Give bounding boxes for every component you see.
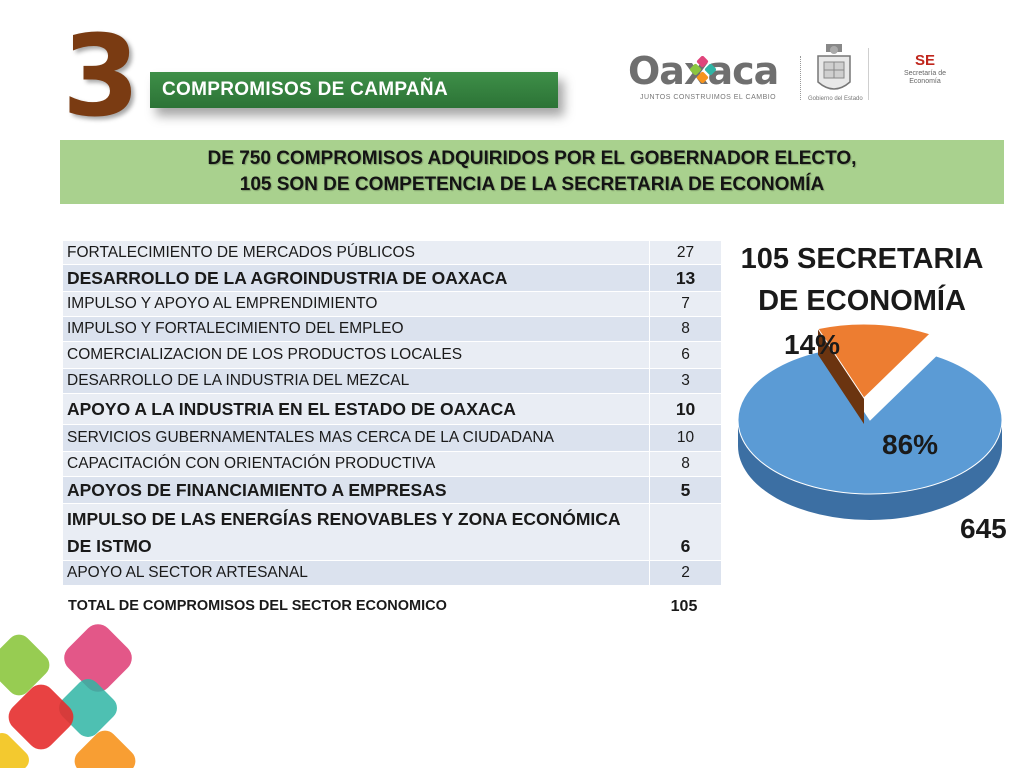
commitment-count: 7 <box>649 291 722 317</box>
pie-slice-side <box>738 420 1002 520</box>
table-row: DESARROLLO DE LA INDUSTRIA DEL MEZCAL 3 <box>61 368 722 394</box>
commitment-name: APOYO A LA INDUSTRIA EN EL ESTADO DE OAX… <box>61 393 651 425</box>
commitment-name: CAPACITACIÓN CON ORIENTACIÓN PRODUCTIVA <box>61 451 651 477</box>
se-logo-line2: Economía <box>909 78 941 85</box>
table-row: APOYO AL SECTOR ARTESANAL 2 <box>61 560 722 586</box>
commitment-name: SERVICIOS GUBERNAMENTALES MAS CERCA DE L… <box>61 424 651 452</box>
table-row: IMPULSO DE LAS ENERGÍAS RENOVABLES Y ZON… <box>61 503 722 561</box>
commitment-name: DESARROLLO DE LA INDUSTRIA DEL MEZCAL <box>61 368 651 394</box>
pie-slice-orange <box>817 323 931 424</box>
commitment-count: 8 <box>649 316 722 342</box>
commitment-name: COMERCIALIZACION DE LOS PRODUCTOS LOCALE… <box>61 341 651 369</box>
se-logo: SE Secretaría de Economía <box>900 52 950 86</box>
commitment-count: 6 <box>649 341 722 369</box>
commitment-count: 8 <box>649 451 722 477</box>
pie-slice-top <box>737 350 1003 495</box>
commitment-name: FORTALECIMIENTO DE MERCADOS PÚBLICOS <box>61 240 651 265</box>
commitment-count: 27 <box>649 240 722 265</box>
deco-tile-teal <box>59 679 117 737</box>
table-row: CAPACITACIÓN CON ORIENTACIÓN PRODUCTIVA 8 <box>61 451 722 477</box>
deco-tile-red <box>8 684 74 750</box>
pie-label-blue: 86% <box>882 429 938 460</box>
logo-divider-2 <box>868 48 869 100</box>
commitment-name: DESARROLLO DE LA AGROINDUSTRIA DE OAXACA <box>61 264 651 292</box>
commitment-count: 6 <box>649 503 722 561</box>
pie-label-orange: 14% <box>784 329 840 360</box>
deco-tile-orange <box>74 730 136 768</box>
table-row: COMERCIALIZACION DE LOS PRODUCTOS LOCALE… <box>61 341 722 369</box>
commitment-count: 3 <box>649 368 722 394</box>
pie-value-label: 645 <box>960 513 1007 544</box>
commitment-count: 10 <box>649 424 722 452</box>
headline-line-2: 105 SON DE COMPETENCIA DE LA SECRETARIA … <box>239 174 825 195</box>
pie-slice-top <box>817 323 931 399</box>
pie-slice-blue <box>737 350 1003 520</box>
oaxaca-logo-mark-icon <box>690 56 716 84</box>
chart-title-line-1: 105 SECRETARIA <box>740 243 984 275</box>
headline-box: DE 750 COMPROMISOS ADQUIRIDOS POR EL GOB… <box>60 140 1004 204</box>
se-logo-abbr: SE <box>914 52 935 69</box>
total-label: TOTAL DE COMPROMISOS DEL SECTOR ECONOMIC… <box>68 598 447 614</box>
commitment-count: 13 <box>649 264 722 292</box>
deco-tile-yellow <box>0 733 29 768</box>
state-seal-icon <box>817 44 851 90</box>
chart-title-line-2: DE ECONOMÍA <box>758 285 966 317</box>
table-row: SERVICIOS GUBERNAMENTALES MAS CERCA DE L… <box>61 424 722 452</box>
commitment-name: IMPULSO Y APOYO AL EMPRENDIMIENTO <box>61 291 651 317</box>
oaxaca-logo-tagline: JUNTOS CONSTRUIMOS EL CAMBIO <box>640 94 777 101</box>
decorative-tiles <box>0 624 136 768</box>
pie-chart: 86% 14% 645 <box>737 323 1007 544</box>
commitment-name: APOYO AL SECTOR ARTESANAL <box>61 560 651 586</box>
commitment-count: 5 <box>649 476 722 504</box>
table-row: IMPULSO Y APOYO AL EMPRENDIMIENTO 7 <box>61 291 722 317</box>
commitments-table: FORTALECIMIENTO DE MERCADOS PÚBLICOS 27 DE… <box>61 240 722 586</box>
total-value: 105 <box>670 598 698 615</box>
slide-number: 3 <box>62 12 140 142</box>
deco-tile-green <box>0 634 50 696</box>
commitment-count: 2 <box>649 560 722 586</box>
table-row: APOYO A LA INDUSTRIA EN EL ESTADO DE OAX… <box>61 393 722 425</box>
commitment-name: IMPULSO Y FORTALECIMIENTO DEL EMPLEO <box>61 316 651 342</box>
se-logo-line1: Secretaría de <box>903 70 947 77</box>
deco-tile-pink <box>64 624 132 692</box>
chart-title: 105 SECRETARIA DE ECONOMÍA <box>730 238 994 322</box>
table-row: FORTALECIMIENTO DE MERCADOS PÚBLICOS 27 <box>61 240 722 265</box>
pie-slice-side <box>817 328 864 424</box>
government-caption: Gobierno del Estado <box>808 96 863 102</box>
campaign-banner: COMPROMISOS DE CAMPAÑA <box>150 72 558 108</box>
table-row: APOYOS DE FINANCIAMIENTO A EMPRESAS 5 <box>61 476 722 504</box>
headline-line-1: DE 750 COMPROMISOS ADQUIRIDOS POR EL GOB… <box>207 148 857 169</box>
table-row: IMPULSO Y FORTALECIMIENTO DEL EMPLEO 8 <box>61 316 722 342</box>
commitment-count: 10 <box>649 393 722 425</box>
commitment-name: APOYOS DE FINANCIAMIENTO A EMPRESAS <box>61 476 651 504</box>
logo-divider <box>800 56 801 100</box>
table-row: DESARROLLO DE LA AGROINDUSTRIA DE OAXACA… <box>61 264 722 292</box>
commitment-name: IMPULSO DE LAS ENERGÍAS RENOVABLES Y ZON… <box>61 503 651 561</box>
